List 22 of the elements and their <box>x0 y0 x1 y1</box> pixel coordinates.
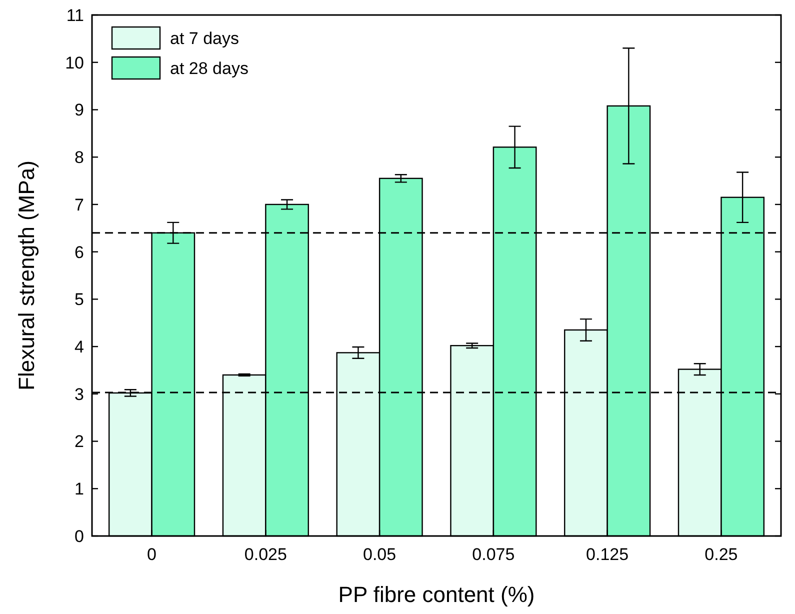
y-tick-label: 3 <box>74 384 84 404</box>
y-tick-label: 6 <box>74 242 84 262</box>
y-tick-label: 0 <box>74 526 84 546</box>
y-axis-title: Flexural strength (MPa) <box>14 160 39 390</box>
x-tick-label: 0.05 <box>363 545 396 564</box>
y-tick-label: 11 <box>66 6 84 25</box>
x-tick-label: 0.075 <box>472 545 515 564</box>
y-tick-label: 8 <box>74 148 84 168</box>
y-tick-label: 7 <box>74 195 84 214</box>
x-tick-label: 0.125 <box>586 545 629 564</box>
y-tick-label: 1 <box>74 480 84 499</box>
y-tick-label: 5 <box>74 290 84 310</box>
x-tick-label: 0.025 <box>244 545 287 564</box>
y-tick-label: 2 <box>74 432 84 452</box>
x-axis-title: PP fibre content (%) <box>338 582 535 607</box>
x-tick-label: 0 <box>147 545 157 564</box>
x-tick-label: 0.25 <box>704 545 738 564</box>
y-tick-label: 9 <box>74 100 84 120</box>
legend-label: at 7 days <box>170 28 239 48</box>
y-tick-label: 4 <box>74 337 84 356</box>
y-tick-label: 10 <box>65 53 84 72</box>
legend-label: at 28 days <box>170 58 248 78</box>
